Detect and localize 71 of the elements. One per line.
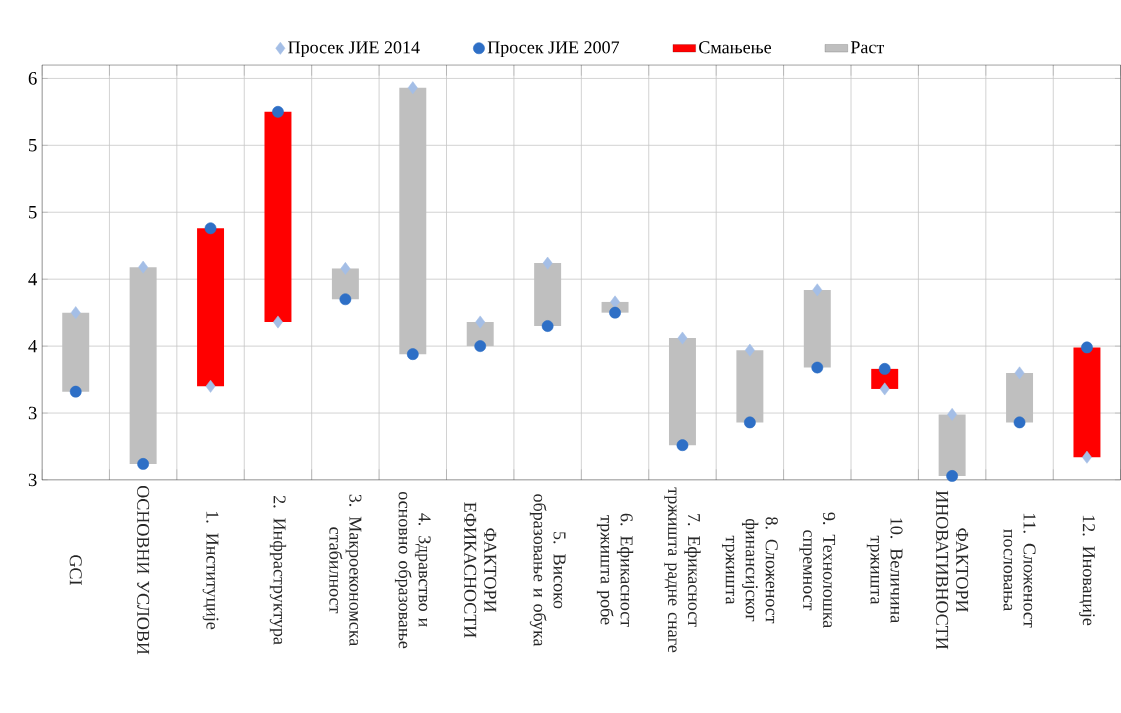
legend-label: Просек ЈИЕ 2007 <box>487 41 620 58</box>
point <box>272 105 284 118</box>
x-tick-label: 5. Високо образовање и обука <box>529 494 566 647</box>
point <box>609 306 621 319</box>
x-tick-label: 6. Ефикасност тржишта робе <box>596 513 634 627</box>
point <box>407 81 418 95</box>
bar <box>129 267 157 464</box>
point <box>676 439 689 452</box>
x-tick-label: 1. Институције <box>202 511 219 630</box>
x-tick-label: 10. Величина тржишта <box>866 518 903 623</box>
point <box>70 306 81 320</box>
point <box>205 379 216 393</box>
x-tick-label: 3. Макроекономска стабилност <box>329 494 362 647</box>
x-tick-label: 9. Технолошка спремност <box>799 512 836 628</box>
legend-label: Раст <box>850 41 884 54</box>
y-tick-label: 3 <box>28 406 37 420</box>
bar <box>803 289 831 368</box>
point <box>475 315 486 329</box>
y-tick-label: 3 <box>28 473 37 487</box>
point <box>340 262 351 275</box>
x-tick-label: 11. Сложеност пословања <box>1003 513 1036 628</box>
point <box>677 331 688 345</box>
x-tick-label: 7. Ефикасност тржишта радне снаге <box>664 487 701 653</box>
legend-label: Просек ЈИЕ 2014 <box>288 41 420 58</box>
point <box>1081 341 1093 354</box>
bar <box>1006 372 1034 423</box>
point <box>541 320 554 332</box>
bar <box>1073 347 1101 458</box>
bar <box>264 111 292 323</box>
point <box>406 348 419 361</box>
bar <box>62 312 90 392</box>
bar <box>534 263 562 327</box>
y-tick-label: 5 <box>29 139 37 152</box>
x-tick-label: 2. Инфраструктура <box>269 495 287 645</box>
point <box>878 363 891 375</box>
x-tick-label: 12. Иновације <box>1079 515 1095 626</box>
point <box>474 340 487 352</box>
point <box>946 470 958 482</box>
point <box>1082 450 1092 464</box>
bar <box>197 228 225 387</box>
y-tick-label: 4 <box>28 273 38 286</box>
point <box>204 222 217 235</box>
point <box>1014 366 1025 380</box>
x-tick-label: 8. Сложеност финансијског тржишта <box>721 517 778 624</box>
point <box>879 382 890 396</box>
bar <box>938 414 966 476</box>
point <box>339 293 352 306</box>
point <box>1013 416 1026 429</box>
y-tick-label: 6 <box>28 72 37 85</box>
x-tick-label: ОСНОВНИ УСЛОВИ <box>137 485 150 655</box>
y-tick-label: 5 <box>29 206 37 219</box>
point <box>138 260 148 274</box>
point <box>812 283 823 297</box>
bar <box>668 338 696 446</box>
x-tick-label: 4. Здравство и основно образовање <box>394 491 431 649</box>
bar <box>736 350 764 423</box>
point <box>69 385 82 398</box>
point <box>542 256 553 270</box>
point <box>273 315 283 329</box>
point <box>947 407 957 421</box>
point <box>610 295 620 309</box>
x-tick-label: ФАКТОРИ ЕФИКАСНОСТИ <box>464 502 497 638</box>
bar <box>399 87 427 355</box>
point <box>744 416 756 429</box>
x-tick-label: ФАКТОРИ ИНОВАТИВНОСТИ <box>936 490 969 650</box>
point <box>745 343 755 357</box>
x-tick-label: GCI <box>69 555 82 585</box>
y-tick-label: 4 <box>28 339 38 353</box>
legend-label: Смањење <box>699 41 772 54</box>
point <box>811 361 824 374</box>
point <box>137 458 149 470</box>
